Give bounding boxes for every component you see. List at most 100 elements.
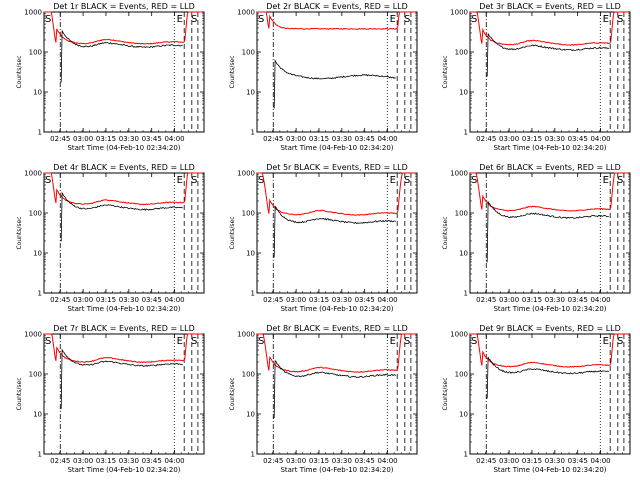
- y-tick-label: 10: [33, 250, 42, 258]
- end-marker-label: E: [603, 175, 609, 186]
- panel-det-8r: Det 8r BLACK = Events, RED = LLD 1 10 100 10…: [229, 324, 418, 474]
- y-tick-label: 100: [29, 49, 42, 57]
- panel-title: Det 1r BLACK = Events, RED = LLD: [53, 2, 195, 11]
- end-marker-label: E: [603, 14, 609, 25]
- start-marker-label: S: [617, 175, 623, 186]
- x-tick-label: 02:45: [263, 135, 283, 143]
- x-tick-label: 03:00: [73, 457, 93, 465]
- y-tick-label: 1000: [24, 170, 42, 178]
- y-axis-label: Counts/sec: [442, 377, 449, 410]
- y-tick-label: 10: [246, 411, 255, 419]
- x-tick-label: 04:00: [377, 135, 397, 143]
- y-tick-label: 1: [464, 451, 468, 459]
- panel-det-3r: Det 3r BLACK = Events, RED = LLD 1 10 100 10…: [442, 2, 631, 152]
- x-axis-label: Start Time (04-Feb-10 02:34:20): [67, 144, 180, 152]
- panel-title: Det 3r BLACK = Events, RED = LLD: [479, 2, 621, 11]
- y-axis-label: Counts/sec: [229, 377, 236, 410]
- x-tick-label: 03:00: [73, 135, 93, 143]
- x-tick-label: 03:30: [545, 296, 565, 304]
- panel-det-2r: Det 2r BLACK = Events, RED = LLD 1 10 100 10…: [229, 2, 418, 152]
- y-tick-label: 100: [29, 210, 42, 218]
- y-tick-label: 1: [464, 290, 468, 298]
- start-marker-label: S: [258, 14, 264, 25]
- x-tick-label: 03:00: [499, 135, 519, 143]
- lld-series-line: [44, 11, 203, 45]
- panel-title: Det 6r BLACK = Events, RED = LLD: [479, 163, 621, 172]
- panel-title: Det 4r BLACK = Events, RED = LLD: [53, 163, 195, 172]
- panel-title: Det 9r BLACK = Events, RED = LLD: [479, 324, 621, 333]
- x-tick-label: 03:45: [568, 296, 588, 304]
- x-tick-label: 03:30: [119, 457, 139, 465]
- y-tick-label: 1000: [237, 170, 255, 178]
- x-tick-label: 03:00: [286, 135, 306, 143]
- y-tick-label: 100: [242, 49, 255, 57]
- start-marker-label: S: [617, 336, 623, 347]
- y-tick-label: 100: [455, 49, 468, 57]
- x-tick-label: 03:30: [545, 135, 565, 143]
- y-tick-label: 1000: [237, 331, 255, 339]
- x-tick-label: 02:45: [263, 296, 283, 304]
- y-axis-label: Counts/sec: [442, 216, 449, 249]
- start-marker-label: S: [617, 14, 623, 25]
- start-marker-label: S: [471, 14, 477, 25]
- lld-series-line: [44, 172, 203, 206]
- start-marker-label: S: [45, 14, 51, 25]
- x-tick-label: 03:45: [355, 296, 375, 304]
- start-marker-label: S: [404, 14, 410, 25]
- plot-frame: [256, 11, 418, 133]
- start-marker-label: S: [471, 175, 477, 186]
- events-series-line: [273, 205, 396, 258]
- y-tick-label: 100: [455, 210, 468, 218]
- y-axis-label: Counts/sec: [442, 55, 449, 88]
- x-axis-label: Start Time (04-Feb-10 02:34:20): [67, 305, 180, 313]
- y-tick-label: 1000: [24, 9, 42, 17]
- y-tick-label: 10: [246, 89, 255, 97]
- panel-det-5r: Det 5r BLACK = Events, RED = LLD 1 10 100 10…: [229, 163, 418, 313]
- x-tick-label: 03:45: [355, 457, 375, 465]
- x-tick-label: 03:00: [286, 296, 306, 304]
- y-tick-label: 1: [38, 129, 42, 137]
- x-tick-label: 02:45: [50, 296, 70, 304]
- plot-frame: [469, 333, 631, 455]
- x-tick-label: 02:45: [476, 296, 496, 304]
- panel-title: Det 2r BLACK = Events, RED = LLD: [266, 2, 408, 11]
- x-tick-label: 03:45: [568, 135, 588, 143]
- x-tick-label: 04:00: [590, 135, 610, 143]
- x-tick-label: 02:45: [476, 457, 496, 465]
- x-tick-label: 03:45: [355, 135, 375, 143]
- lld-series-line: [470, 333, 629, 368]
- x-tick-label: 03:45: [142, 296, 162, 304]
- start-marker-label: S: [404, 175, 410, 186]
- y-tick-label: 10: [33, 411, 42, 419]
- x-axis-label: Start Time (04-Feb-10 02:34:20): [280, 305, 393, 313]
- plot-frame: [256, 333, 418, 455]
- x-tick-label: 04:00: [164, 457, 184, 465]
- panel-det-9r: Det 9r BLACK = Events, RED = LLD 1 10 100 10…: [442, 324, 631, 474]
- x-tick-label: 03:30: [119, 135, 139, 143]
- x-axis-label: Start Time (04-Feb-10 02:34:20): [280, 144, 393, 152]
- x-tick-label: 04:00: [377, 296, 397, 304]
- end-marker-label: E: [177, 175, 183, 186]
- x-tick-label: 03:15: [96, 296, 116, 304]
- x-tick-label: 02:45: [50, 135, 70, 143]
- x-tick-label: 03:00: [73, 296, 93, 304]
- lld-series-line: [470, 172, 629, 212]
- x-tick-label: 04:00: [590, 457, 610, 465]
- y-axis-label: Counts/sec: [229, 216, 236, 249]
- y-tick-label: 1: [38, 451, 42, 459]
- panel-det-6r: Det 6r BLACK = Events, RED = LLD 1 10 100 10…: [442, 163, 631, 313]
- end-marker-label: E: [390, 14, 396, 25]
- plot-frame: [43, 11, 205, 133]
- y-tick-label: 10: [33, 89, 42, 97]
- x-axis-label: Start Time (04-Feb-10 02:34:20): [67, 466, 180, 474]
- events-series-line: [60, 191, 184, 242]
- y-axis-label: Counts/sec: [16, 377, 23, 410]
- panel-title: Det 7r BLACK = Events, RED = LLD: [53, 324, 195, 333]
- y-tick-label: 1000: [450, 170, 468, 178]
- y-tick-label: 1: [251, 290, 255, 298]
- x-tick-label: 03:30: [332, 296, 352, 304]
- lld-series-line: [257, 333, 416, 373]
- events-series-line: [273, 59, 396, 109]
- plot-frame: [469, 11, 631, 133]
- x-tick-label: 02:45: [50, 457, 70, 465]
